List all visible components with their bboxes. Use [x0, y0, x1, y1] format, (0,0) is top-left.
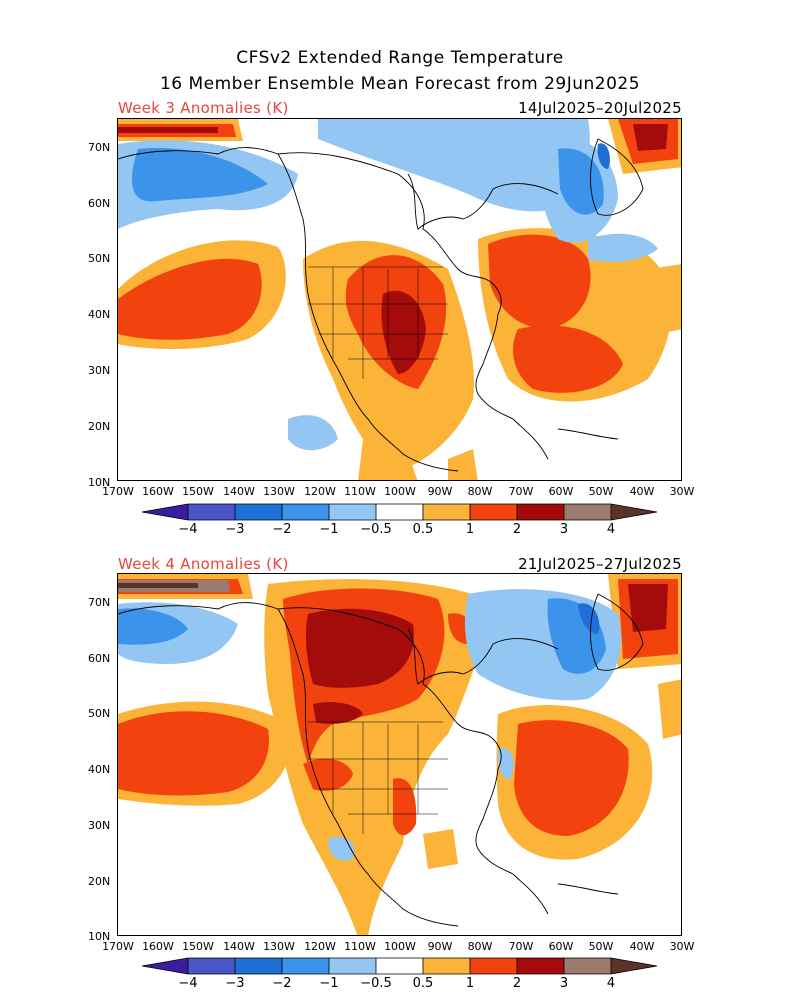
lat-label: 50N — [88, 707, 111, 720]
lat-label: 60N — [88, 197, 111, 210]
lon-label: 140W — [223, 940, 255, 953]
colorbar-swatch — [142, 504, 188, 520]
colorbar-label: −0.5 — [360, 522, 392, 537]
lon-label: 60W — [548, 940, 574, 953]
lon-label: 90W — [427, 485, 453, 498]
lon-label: 170W — [102, 940, 134, 953]
lon-label: 100W — [384, 940, 416, 953]
lon-label: 130W — [263, 940, 295, 953]
lon-label: 130W — [263, 485, 295, 498]
colorbar-swatch — [564, 504, 611, 520]
lon-label: 40W — [629, 485, 655, 498]
colorbar-label: −3 — [225, 976, 245, 991]
lat-label: 40N — [88, 763, 111, 776]
week3-map — [117, 118, 682, 481]
lon-label: 150W — [182, 485, 214, 498]
colorbar-label: −1 — [319, 976, 339, 991]
lat-label: 20N — [88, 875, 111, 888]
lon-label: 150W — [182, 940, 214, 953]
colorbar-label: −2 — [272, 976, 292, 991]
colorbar-swatch — [564, 958, 611, 974]
colorbar-label: 3 — [559, 522, 569, 537]
colorbar-label: 0.5 — [412, 522, 434, 537]
title-line-2: 16 Member Ensemble Mean Forecast from 29… — [159, 74, 641, 94]
lon-label: 80W — [467, 940, 493, 953]
colorbar-swatch — [329, 504, 376, 520]
colorbar-swatch — [235, 958, 282, 974]
lon-label: 50W — [588, 485, 614, 498]
colorbar-label: 4 — [606, 976, 616, 991]
colorbar-swatch — [188, 504, 235, 520]
lat-label: 50N — [88, 252, 111, 265]
colorbar-label: 2 — [512, 522, 522, 537]
colorbar-swatch — [282, 958, 329, 974]
lon-label: 30W — [669, 940, 695, 953]
lat-label: 70N — [88, 596, 111, 609]
colorbar-label: 2 — [512, 976, 522, 991]
colorbar-label: −4 — [178, 976, 198, 991]
colorbar-label: −3 — [225, 522, 245, 537]
colorbar-swatch — [142, 958, 188, 974]
lon-label: 60W — [548, 485, 574, 498]
lon-label: 160W — [142, 485, 174, 498]
colorbar-swatch — [235, 504, 282, 520]
colorbar-swatch — [423, 958, 470, 974]
week3-dates: 14Jul2025–20Jul2025 — [518, 99, 682, 117]
colorbar-label: 1 — [465, 522, 475, 537]
lat-label: 40N — [88, 308, 111, 321]
lon-label: 110W — [344, 940, 376, 953]
lon-label: 170W — [102, 485, 134, 498]
colorbar-label: −0.5 — [360, 976, 392, 991]
lon-label: 40W — [629, 940, 655, 953]
colorbar-swatch — [376, 504, 423, 520]
colorbar-label: −4 — [178, 522, 198, 537]
colorbar-label: 0.5 — [412, 976, 434, 991]
colorbar-swatch — [376, 958, 423, 974]
week4-map — [117, 573, 682, 936]
colorbar-swatch — [517, 958, 564, 974]
colorbar-swatch — [188, 958, 235, 974]
colorbar-label: 4 — [606, 522, 616, 537]
lon-label: 140W — [223, 485, 255, 498]
lat-label: 10N — [88, 930, 111, 943]
week4-label: Week 4 Anomalies (K) — [118, 555, 289, 573]
lat-label: 70N — [88, 141, 111, 154]
colorbar-swatch — [611, 958, 657, 974]
lon-label: 100W — [384, 485, 416, 498]
colorbar-swatch — [517, 504, 564, 520]
colorbar-label: −1 — [319, 522, 339, 537]
colorbar-label: −2 — [272, 522, 292, 537]
week4-dates: 21Jul2025–27Jul2025 — [518, 555, 682, 573]
lat-label: 60N — [88, 652, 111, 665]
colorbar-week3 — [142, 503, 658, 521]
lon-label: 50W — [588, 940, 614, 953]
lat-label: 30N — [88, 364, 111, 377]
colorbar-label: 1 — [465, 976, 475, 991]
lon-label: 110W — [344, 485, 376, 498]
colorbar-swatch — [329, 958, 376, 974]
colorbar-swatch — [470, 504, 517, 520]
title-line-1: CFSv2 Extended Range Temperature — [236, 48, 564, 68]
lon-label: 70W — [508, 485, 534, 498]
lat-label: 10N — [88, 476, 111, 489]
lat-label: 20N — [88, 420, 111, 433]
lon-label: 120W — [304, 940, 336, 953]
lon-label: 30W — [669, 485, 695, 498]
week3-label: Week 3 Anomalies (K) — [118, 99, 289, 117]
lon-label: 70W — [508, 940, 534, 953]
week4-anomaly-field — [118, 574, 681, 935]
colorbar-swatch — [470, 958, 517, 974]
colorbar-week4 — [142, 957, 658, 975]
lon-label: 120W — [304, 485, 336, 498]
colorbar-label: 3 — [559, 976, 569, 991]
colorbar-swatch — [611, 504, 657, 520]
colorbar-swatch — [423, 504, 470, 520]
week3-anomaly-field — [118, 119, 681, 480]
lon-label: 160W — [142, 940, 174, 953]
colorbar-swatch — [282, 504, 329, 520]
lon-label: 80W — [467, 485, 493, 498]
lat-label: 30N — [88, 819, 111, 832]
lon-label: 90W — [427, 940, 453, 953]
